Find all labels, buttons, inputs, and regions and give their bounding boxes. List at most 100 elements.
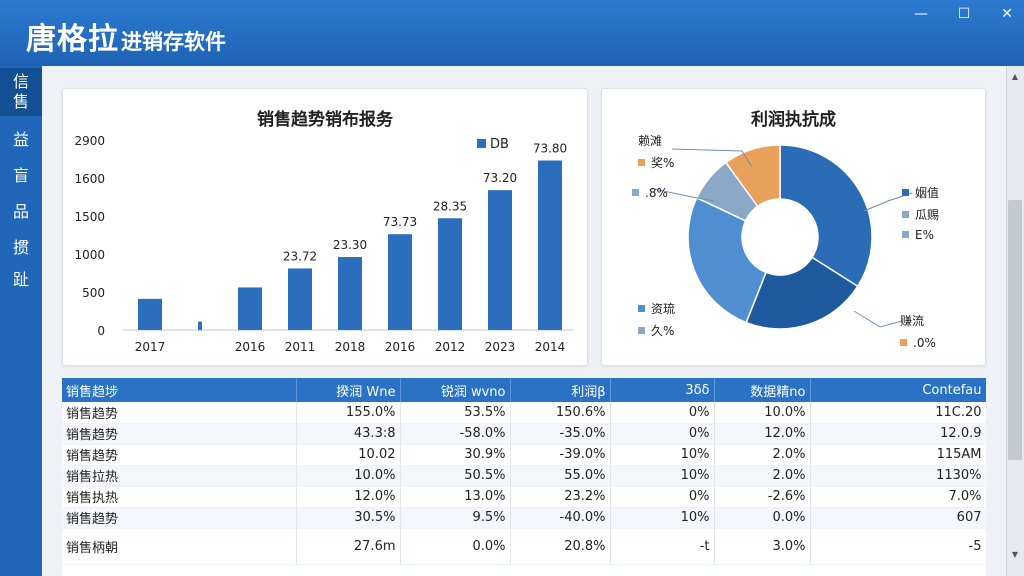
scroll-down-arrow-icon[interactable]: ▼: [1011, 550, 1019, 559]
value-cell: 3.0%: [714, 528, 811, 565]
value-cell: 7.0%: [810, 486, 986, 508]
column-header[interactable]: 数据精no: [714, 378, 811, 402]
pie-label: .8%: [645, 186, 668, 200]
table-row[interactable]: 销售柄朝 27.6m 0.0% 20.8% -t 3.0% -5: [62, 528, 986, 565]
table-row[interactable]: 销售趋势 10.02 30.9% -39.0% 10% 2.0% 115AM: [62, 444, 986, 466]
x-tick-label: 2016: [235, 340, 266, 354]
value-cell: 10.0%: [714, 402, 811, 424]
value-cell: 1130%: [810, 465, 986, 487]
value-cell: -40.0%: [510, 507, 611, 529]
donut-slice[interactable]: [745, 256, 859, 330]
bar[interactable]: [288, 268, 312, 330]
value-cell: 10%: [610, 465, 715, 487]
y-tick-label: 1000: [74, 248, 105, 262]
table-row[interactable]: 销售趋势 30.5% 9.5% -40.0% 10% 0.0% 607: [62, 507, 986, 529]
bar-chart-title: 销售趋势销布报务: [257, 110, 393, 130]
bar[interactable]: [438, 218, 462, 330]
profit-panel: 利润执抗成 赖滩 奖% .8% 姻值 瓜赐 E% 资琉 久% 赚流 .0%: [601, 88, 986, 366]
x-tick-label: 2011: [285, 340, 316, 354]
value-cell: 53.5%: [400, 402, 511, 424]
bar[interactable]: [198, 321, 202, 330]
value-cell: 0.0%: [714, 507, 811, 529]
column-header[interactable]: 揆润 Wne: [296, 378, 401, 402]
pie-label: .0%: [913, 336, 936, 350]
bar[interactable]: [538, 160, 562, 330]
bar-data-label: 73.73: [383, 215, 417, 229]
table-row[interactable]: 销售趋势 155.0% 53.5% 150.6% 0% 10.0% 11C.20: [62, 402, 986, 424]
x-tick-label: 2016: [385, 340, 416, 354]
close-button[interactable]: ✕: [1001, 6, 1013, 22]
data-table: 销售趋埗 揆润 Wne 锐润 wvno 利润β 3δδ 数据精no Contef…: [62, 378, 986, 576]
scrollbar-thumb[interactable]: [1008, 200, 1022, 460]
pie-label: E%: [915, 228, 934, 242]
pie-label-swatch: [638, 327, 645, 334]
pie-label: 奖%: [651, 156, 674, 170]
value-cell: 2.0%: [714, 465, 811, 487]
column-header[interactable]: 3δδ: [610, 378, 715, 402]
column-header[interactable]: Contefau: [810, 378, 986, 402]
value-cell: 115AM: [810, 444, 986, 466]
pie-label: 久%: [651, 324, 674, 338]
donut-slice[interactable]: [779, 144, 873, 288]
bar[interactable]: [338, 257, 362, 330]
value-cell: 12.0%: [296, 486, 401, 508]
bar[interactable]: [388, 234, 412, 330]
sidebar-item-5[interactable]: 掼: [12, 238, 29, 257]
bar-data-label: 73.80: [533, 142, 567, 156]
pie-label: 资琉: [651, 302, 675, 316]
scroll-up-arrow-icon[interactable]: ▲: [1011, 72, 1019, 81]
value-cell: 10%: [610, 507, 715, 529]
sidebar-item-2[interactable]: 益: [12, 130, 29, 149]
value-cell: 30.9%: [400, 444, 511, 466]
bar-chart: 2900 1600 1500 1000 500 0 2017 2016 23.72 2011 23.…: [74, 134, 573, 354]
x-tick-label: 2018: [335, 340, 366, 354]
legend-label: DB: [490, 137, 509, 152]
x-tick-label: 2023: [485, 340, 516, 354]
value-cell: 55.0%: [510, 465, 611, 487]
sales-trend-panel: 销售趋势销布报务 2900 1600 1500 1000 500 0 2017 2016 23.…: [62, 88, 588, 366]
column-header[interactable]: 锐润 wvno: [400, 378, 511, 402]
table-row[interactable]: 销售拉热 10.0% 50.5% 55.0% 10% 2.0% 1130%: [62, 465, 986, 487]
sidebar-item-6[interactable]: 趾: [12, 270, 29, 289]
table-header-row: 销售趋埗 揆润 Wne 锐润 wvno 利润β 3δδ 数据精no Contef…: [62, 378, 986, 402]
column-header[interactable]: 销售趋埗: [62, 378, 297, 402]
value-cell: 0%: [610, 402, 715, 424]
bar[interactable]: [138, 298, 162, 330]
sidebar-item-1[interactable]: 信 售: [0, 68, 42, 116]
donut-slice[interactable]: [724, 144, 781, 208]
y-tick-label: 2900: [74, 134, 105, 148]
y-tick-label: 1500: [74, 210, 105, 224]
minimize-button[interactable]: —: [914, 6, 928, 22]
value-cell: 9.5%: [400, 507, 511, 529]
value-cell: -2.6%: [714, 486, 811, 508]
bar[interactable]: [488, 190, 512, 330]
x-tick-label: 2012: [435, 340, 466, 354]
sidebar-item-3[interactable]: 盲: [12, 166, 29, 185]
value-cell: 27.6m: [296, 528, 401, 565]
row-label-cell: 销售趋势: [62, 402, 297, 424]
value-cell: 30.5%: [296, 507, 401, 529]
leader-line: [653, 188, 715, 202]
pie-label: 瓜赐: [915, 208, 939, 222]
pie-label: 姻值: [915, 185, 939, 200]
column-header[interactable]: 利润β: [510, 378, 611, 402]
pie-label-swatch: [638, 305, 645, 312]
value-cell: 20.8%: [510, 528, 611, 565]
maximize-button[interactable]: ☐: [957, 6, 971, 22]
y-tick-label: 0: [97, 324, 105, 338]
row-label-cell: 销售执热: [62, 486, 297, 508]
value-cell: 607: [810, 507, 986, 529]
value-cell: 10.02: [296, 444, 401, 466]
value-cell: 155.0%: [296, 402, 401, 424]
pie-label-swatch: [632, 189, 639, 196]
sidebar-item-4[interactable]: 品: [12, 202, 29, 221]
donut-slice[interactable]: [687, 196, 767, 324]
table-row[interactable]: 销售趋势 43.3:8 -58.0% -35.0% 0% 12.0% 12.0.9: [62, 423, 986, 445]
row-label-cell: 销售趋势: [62, 507, 297, 529]
table-row[interactable]: 销售执热 12.0% 13.0% 23.2% 0% -2.6% 7.0%: [62, 486, 986, 508]
app-title: 唐格拉 进销存软件: [26, 14, 226, 58]
bar[interactable]: [238, 287, 262, 330]
y-tick-label: 500: [82, 286, 105, 300]
bar-data-label: 28.35: [433, 199, 467, 213]
